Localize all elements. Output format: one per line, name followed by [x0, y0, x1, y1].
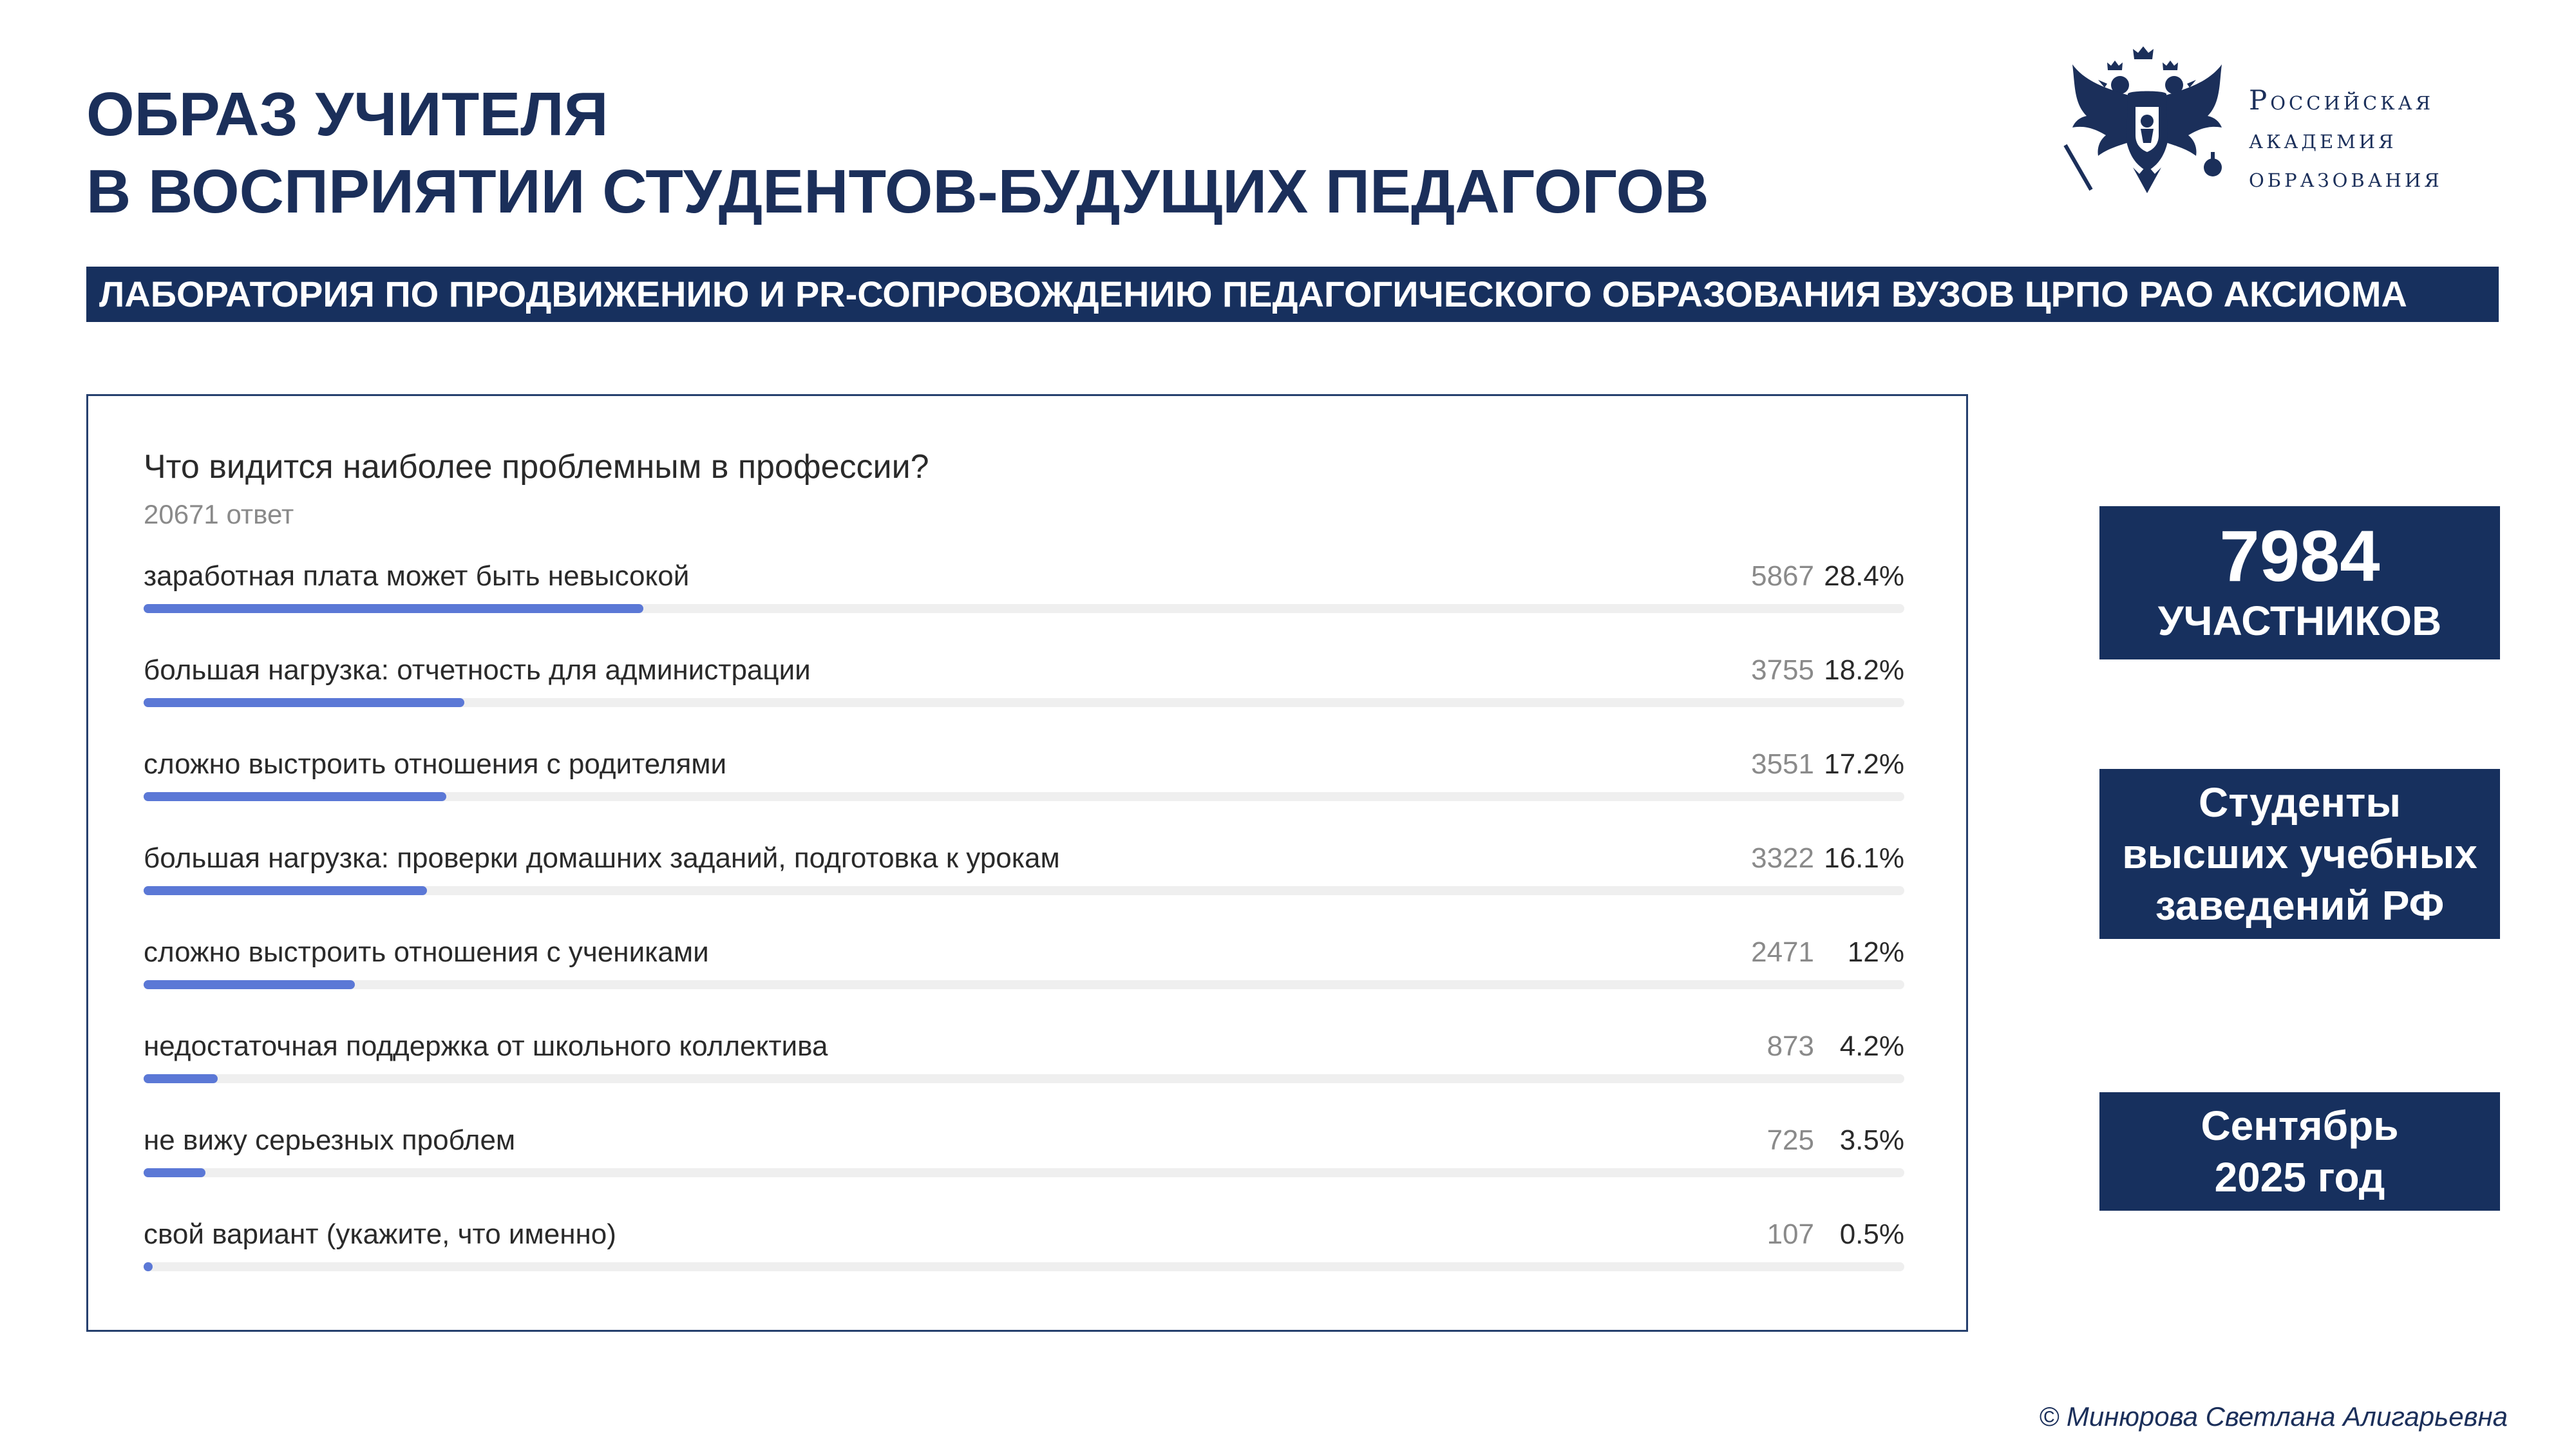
chart-row: не вижу серьезных проблем 725 3.5%	[144, 1124, 1904, 1218]
chart-bars: заработная плата может быть невысокой 586…	[144, 560, 1904, 1312]
chart-row: свой вариант (укажите, что именно) 107 0.5…	[144, 1218, 1904, 1312]
rao-logo: Российская академия образования	[2061, 45, 2512, 200]
bar-percent: 28.4%	[1824, 560, 1904, 592]
participants-card: 7984 УЧАСТНИКОВ	[2099, 506, 2500, 659]
students-line1: Студенты	[2198, 779, 2401, 826]
double-headed-eagle-icon	[2063, 46, 2222, 193]
bar-track	[144, 698, 1904, 707]
survey-chart-panel: Что видится наиболее проблемным в профес…	[86, 394, 1968, 1332]
bar-track	[144, 792, 1904, 801]
chart-row: большая нагрузка: проверки домашних зада…	[144, 842, 1904, 936]
logo-text-line2: академия	[2249, 123, 2397, 155]
bar	[144, 604, 644, 613]
date-line1: Сентябрь	[2201, 1103, 2399, 1149]
copyright: © Минюрова Светлана Алигарьевна	[2039, 1401, 2508, 1432]
bar-percent: 3.5%	[1839, 1124, 1904, 1156]
bar	[144, 792, 447, 801]
students-line3: заведений РФ	[2155, 882, 2445, 929]
bar-track	[144, 604, 1904, 613]
bar-percent: 16.1%	[1824, 842, 1904, 874]
bar-track	[144, 886, 1904, 895]
bar	[144, 886, 428, 895]
bar-track	[144, 1262, 1904, 1271]
bar-label: свой вариант (укажите, что именно)	[144, 1218, 616, 1250]
date-card: Сентябрь 2025 год	[2099, 1092, 2500, 1211]
bar-label: заработная плата может быть невысокой	[144, 560, 690, 592]
bar-label: недостаточная поддержка от школьного кол…	[144, 1030, 828, 1062]
chart-row: заработная плата может быть невысокой 586…	[144, 560, 1904, 654]
logo-text-line1: Российская	[2249, 84, 2434, 116]
bar-count: 3755	[1751, 654, 1814, 686]
participants-label: УЧАСТНИКОВ	[2157, 598, 2442, 644]
students-card: Студенты высших учебных заведений РФ	[2099, 769, 2500, 939]
page-title: ОБРАЗ УЧИТЕЛЯ В ВОСПРИЯТИИ СТУДЕНТОВ-БУД…	[86, 76, 1954, 231]
bar-count: 3322	[1751, 842, 1814, 874]
date-line2: 2025 год	[2214, 1154, 2385, 1200]
bar-percent: 4.2%	[1839, 1030, 1904, 1062]
bar-count: 2471	[1751, 936, 1814, 968]
bar-track	[144, 1074, 1904, 1083]
bar	[144, 698, 464, 707]
logo-text-line3: образования	[2249, 162, 2443, 193]
logo-text: Российская академия образования	[2249, 81, 2443, 197]
bar-track	[144, 1168, 1904, 1177]
lab-banner: ЛАБОРАТОРИЯ ПО ПРОДВИЖЕНИЮ И PR-СОПРОВОЖ…	[86, 267, 2499, 322]
bar-label: сложно выстроить отношения с учениками	[144, 936, 709, 968]
page-title-line1: ОБРАЗ УЧИТЕЛЯ	[86, 80, 609, 149]
bar-label: большая нагрузка: отчетность для админис…	[144, 654, 811, 686]
bar-count: 107	[1766, 1218, 1814, 1250]
bar-label: сложно выстроить отношения с родителями	[144, 748, 727, 780]
bar-percent: 0.5%	[1839, 1218, 1904, 1250]
chart-row: недостаточная поддержка от школьного кол…	[144, 1030, 1904, 1124]
bar	[144, 1262, 153, 1271]
bar-percent: 17.2%	[1824, 748, 1904, 780]
chart-row: большая нагрузка: отчетность для админис…	[144, 654, 1904, 748]
chart-title: Что видится наиболее проблемным в профес…	[144, 448, 929, 486]
bar-label: не вижу серьезных проблем	[144, 1124, 516, 1156]
bar-count: 725	[1766, 1124, 1814, 1156]
participants-number: 7984	[2219, 516, 2380, 596]
bar-count: 5867	[1751, 560, 1814, 592]
bar-count: 873	[1766, 1030, 1814, 1062]
bar-percent: 12%	[1847, 936, 1904, 968]
bar	[144, 1074, 218, 1083]
chart-response-count: 20671 ответ	[144, 499, 294, 529]
bar	[144, 1168, 205, 1177]
students-line2: высших учебных	[2122, 831, 2477, 877]
chart-row: сложно выстроить отношения с учениками 24…	[144, 936, 1904, 1030]
bar	[144, 980, 355, 989]
bar-label: большая нагрузка: проверки домашних зада…	[144, 842, 1060, 874]
page-title-line2: В ВОСПРИЯТИИ СТУДЕНТОВ-БУДУЩИХ ПЕДАГОГОВ	[86, 157, 1709, 226]
bar-track	[144, 980, 1904, 989]
bar-percent: 18.2%	[1824, 654, 1904, 686]
bar-count: 3551	[1751, 748, 1814, 780]
chart-row: сложно выстроить отношения с родителями 3…	[144, 748, 1904, 842]
